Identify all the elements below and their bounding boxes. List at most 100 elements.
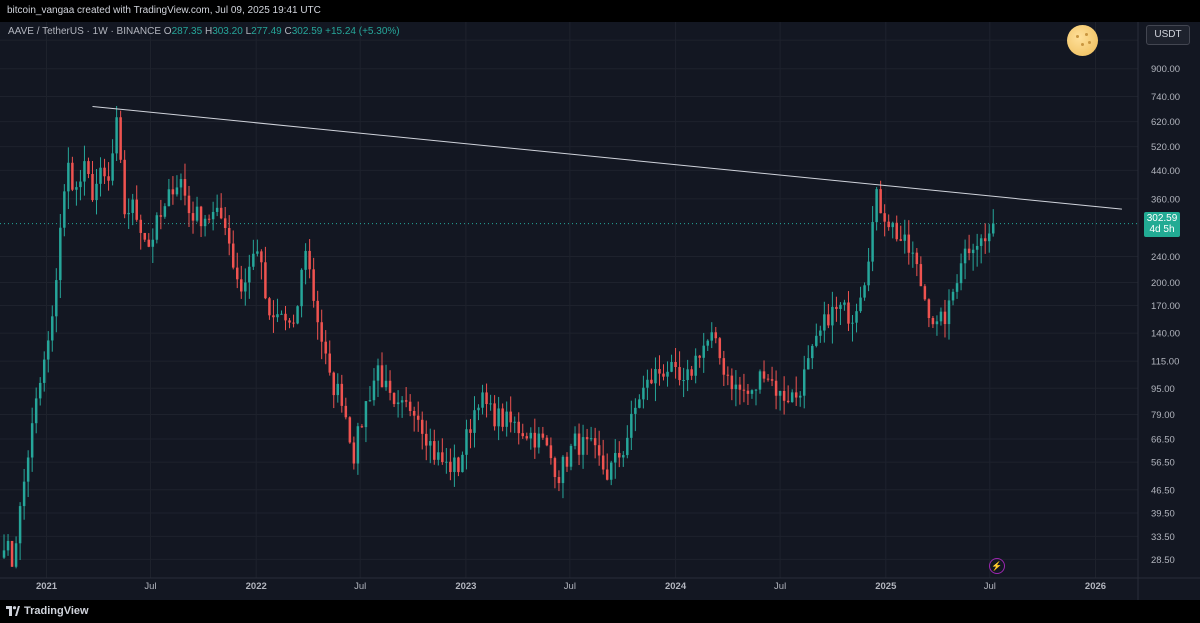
candle-body [983, 238, 987, 242]
candle-body [147, 239, 151, 247]
candle-body [264, 262, 267, 299]
candle-body [565, 456, 569, 467]
candle-body [445, 461, 448, 463]
candle-body [887, 221, 890, 228]
candle-body [236, 267, 239, 280]
candle-body [107, 176, 110, 181]
header-title: bitcoin_vangaa created with TradingView.… [7, 5, 321, 16]
candle-body [545, 437, 549, 446]
candle-body [63, 191, 66, 228]
price-tick-label: 46.50 [1151, 485, 1175, 496]
candle-body [630, 413, 633, 438]
low-label: L [245, 26, 252, 37]
candle-body [947, 300, 951, 325]
candle-body [871, 222, 874, 262]
candle-body [634, 407, 637, 414]
candle-body [135, 199, 138, 220]
trendline[interactable] [92, 105, 1122, 210]
open-label: O [163, 26, 172, 37]
candle-body [30, 423, 34, 458]
candle-body [59, 227, 62, 281]
candle-body [159, 215, 163, 217]
candle-body [831, 306, 834, 326]
time-tick-label: 2021 [36, 581, 58, 592]
bar-countdown: 4d 5h [1149, 223, 1175, 235]
candle-body [931, 318, 935, 325]
candle-body [505, 411, 508, 427]
candle-body [469, 429, 472, 433]
candle-body [240, 279, 243, 292]
candle-body [613, 452, 617, 463]
candle-body [987, 233, 991, 242]
candle-body [384, 380, 388, 388]
chart-area[interactable] [0, 22, 1200, 600]
candle-body [569, 445, 573, 467]
candle-body [91, 173, 94, 201]
candle-body [38, 382, 42, 399]
candle-body [798, 395, 802, 398]
time-tick-label: 2022 [246, 581, 267, 592]
high-label: H [204, 26, 213, 37]
price-axis[interactable]: 1,100.00900.00740.00620.00520.00440.0036… [1137, 22, 1200, 600]
candle-body [678, 367, 681, 381]
price-tick-label: 79.00 [1151, 410, 1175, 421]
candle-body [754, 389, 758, 391]
candle-body [416, 415, 420, 420]
moon-icon[interactable] [1067, 25, 1098, 56]
candle-body [211, 211, 215, 220]
candle-body [907, 234, 911, 253]
candle-body [501, 408, 504, 427]
candle-body [714, 332, 718, 339]
candle-body [770, 379, 774, 381]
candle-body [336, 383, 340, 396]
candle-body [2, 550, 6, 558]
candle-body [497, 408, 500, 427]
candle-body [859, 297, 862, 312]
candle-body [802, 369, 806, 396]
candle-body [284, 313, 287, 321]
candle-body [807, 358, 810, 370]
candle-body [95, 183, 98, 201]
candle-body [372, 380, 376, 401]
candle-body [268, 298, 271, 316]
candle-body [183, 179, 187, 196]
candle-body [766, 378, 770, 380]
candle-body [823, 314, 826, 331]
candle-body [453, 457, 456, 473]
candle-body [722, 358, 726, 375]
candle-body [425, 433, 428, 446]
candle-body [103, 167, 106, 177]
candle-body [577, 433, 581, 455]
candle-body [843, 302, 846, 305]
candle-body [533, 432, 537, 448]
candle-body [513, 421, 516, 423]
candle-body [903, 234, 907, 241]
candle-body [308, 250, 311, 270]
candle-body [441, 452, 444, 463]
candle-body [127, 212, 130, 215]
candle-body [758, 371, 762, 390]
footer-bar: TradingView [0, 600, 1200, 623]
time-tick-label: Jul [144, 581, 156, 592]
candlestick-chart[interactable]: 1,100.00900.00740.00620.00520.00440.0036… [0, 22, 1200, 600]
candle-body [155, 215, 159, 240]
time-axis[interactable]: 2021 Jul 2022 Jul 2023 Jul 2024 Jul 2025 Jul 2026 [0, 577, 1200, 592]
candle-body [525, 436, 529, 439]
candle-body [6, 540, 10, 551]
candle-body [457, 457, 460, 473]
candle-body [207, 218, 211, 220]
candle-body [839, 304, 842, 309]
candle-body [557, 477, 561, 484]
candle-body [883, 213, 886, 222]
lightning-icon[interactable]: ⚡ [989, 558, 1005, 574]
candle-body [762, 371, 766, 379]
candle-body [991, 223, 995, 234]
candle-body [368, 400, 372, 402]
candle-body [738, 384, 742, 390]
currency-button[interactable]: USDT [1146, 25, 1190, 45]
candle-body [340, 383, 344, 406]
close-value: 302.59 [291, 26, 323, 37]
candle-body [51, 316, 54, 341]
price-tick-label: 28.50 [1151, 555, 1175, 566]
resistance-trendline[interactable] [92, 105, 1122, 210]
